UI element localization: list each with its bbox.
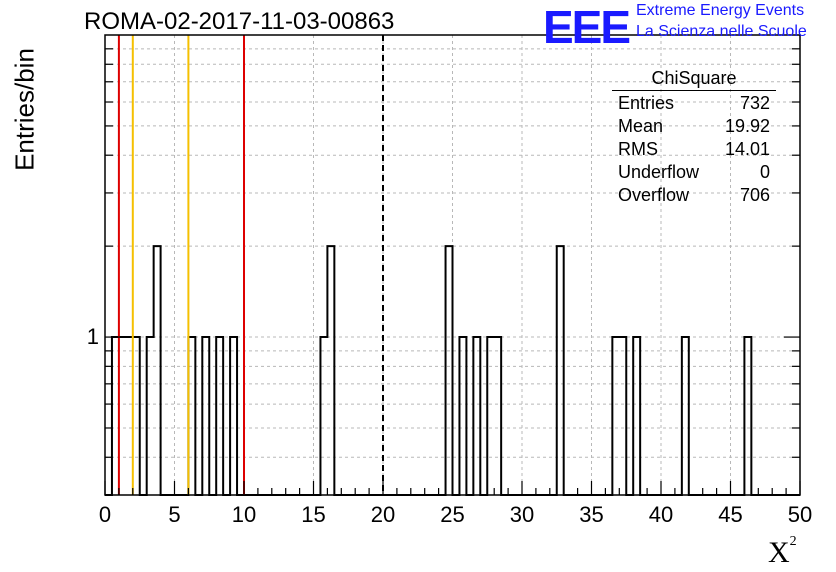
stat-value: 732 — [739, 93, 770, 113]
stat-label: RMS — [618, 139, 658, 159]
eee-logo: EEE — [543, 1, 631, 53]
stat-row-underflow: Underflow 0 — [612, 162, 776, 185]
y-tick-label: 1 — [87, 324, 99, 349]
x-tick-label: 15 — [301, 502, 325, 527]
stat-label: Underflow — [618, 162, 700, 182]
x-axis-label: X2 — [768, 534, 797, 570]
chart-title: ROMA-02-2017-11-03-00863 — [84, 8, 395, 35]
stat-row-entries: Entries 732 — [612, 93, 776, 116]
x-tick-label: 45 — [718, 502, 742, 527]
x-tick-label: 30 — [510, 502, 534, 527]
x-tick-label: 35 — [579, 502, 603, 527]
stat-row-mean: Mean 19.92 — [612, 116, 776, 139]
x-tick-label: 20 — [371, 502, 395, 527]
x-tick-label: 5 — [168, 502, 180, 527]
y-axis-label: Entries/bin — [9, 48, 40, 171]
x-tick-label: 40 — [649, 502, 673, 527]
x-tick-label: 0 — [99, 502, 111, 527]
stat-label: Overflow — [618, 185, 690, 205]
stat-value: 14.01 — [724, 139, 770, 159]
x-tick-label: 10 — [232, 502, 256, 527]
stat-label: Entries — [618, 93, 675, 113]
x-axis-label-base: X — [768, 536, 790, 569]
stat-row-overflow: Overflow 706 — [612, 185, 776, 208]
stat-label: Mean — [618, 116, 664, 136]
stat-row-rms: RMS 14.01 — [612, 139, 776, 162]
logo-line-1: Extreme Energy Events — [636, 2, 805, 19]
x-axis-label-sup: 2 — [789, 534, 797, 549]
logo-line-2: La Scienza nelle Scuole — [636, 23, 807, 40]
stat-value: 0 — [759, 162, 770, 182]
stats-title: ChiSquare — [612, 68, 776, 91]
stat-value: 19.92 — [724, 116, 770, 136]
stat-value: 706 — [739, 185, 770, 205]
x-tick-label: 50 — [788, 502, 812, 527]
x-tick-label: 25 — [440, 502, 464, 527]
stats-box: ChiSquare Entries 732 Mean 19.92 RMS 14.01 … — [612, 68, 776, 208]
